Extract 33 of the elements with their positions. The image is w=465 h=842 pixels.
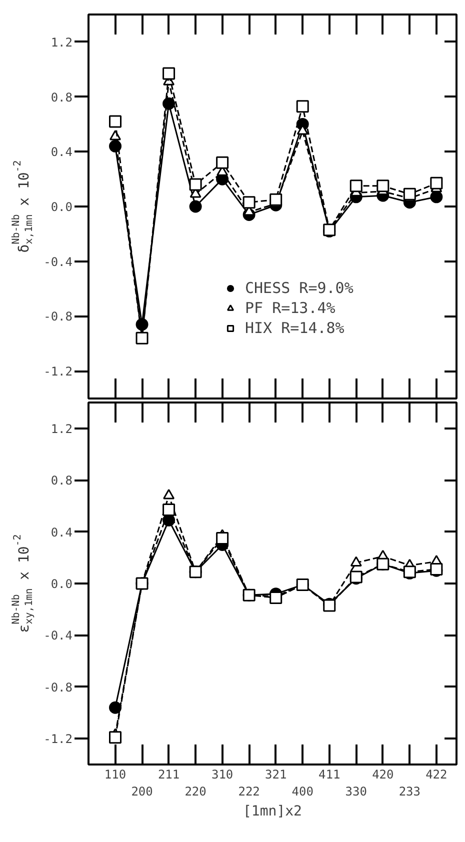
x-tick-label: 211 bbox=[158, 768, 180, 782]
y-tick-label: 0.8 bbox=[50, 474, 73, 488]
y-tick-label: -0.8 bbox=[44, 680, 73, 694]
y-tick-label: -0.4 bbox=[44, 628, 73, 643]
y-tick-label: 0.0 bbox=[50, 200, 73, 214]
y-tick-label: 0.0 bbox=[50, 577, 73, 591]
x-tick-label: 110 bbox=[104, 768, 126, 782]
x-tick-label: 222 bbox=[238, 784, 260, 798]
x-tick-label: 233 bbox=[398, 784, 421, 798]
y-tick-label: 1.2 bbox=[50, 35, 73, 50]
x-tick-label: 321 bbox=[265, 768, 287, 782]
y-tick-label: -1.2 bbox=[44, 732, 73, 746]
x-tick-label: 220 bbox=[184, 784, 206, 798]
y-tick-label: -0.8 bbox=[44, 310, 73, 324]
y-tick-label: 0.4 bbox=[50, 525, 73, 540]
y-axis-title: δNb-Nbx,1mn x 10-2 bbox=[11, 160, 35, 253]
legend-label: HIX R=14.8% bbox=[245, 319, 344, 337]
legend-label: PF R=13.4% bbox=[245, 299, 336, 317]
x-tick-label: 200 bbox=[131, 784, 153, 798]
y-tick-label: 0.4 bbox=[50, 145, 73, 160]
x-tick-label: 422 bbox=[426, 768, 448, 782]
x-axis-title: [1mn]x2 bbox=[243, 804, 302, 820]
x-tick-label: 411 bbox=[318, 768, 340, 782]
x-tick-label: 310 bbox=[211, 768, 234, 782]
y-tick-label: -1.2 bbox=[44, 364, 73, 379]
y-tick-label: -0.4 bbox=[44, 254, 73, 269]
y-axis-title: εNb-Nbxy,1mn x 10-2 bbox=[11, 534, 35, 633]
legend-label: CHESS R=9.0% bbox=[245, 279, 354, 297]
x-tick-label: 330 bbox=[345, 784, 367, 798]
x-tick-label: 420 bbox=[372, 768, 394, 782]
y-tick-label: 0.8 bbox=[50, 90, 73, 104]
x-tick-label: 400 bbox=[292, 784, 314, 798]
y-tick-label: 1.2 bbox=[50, 422, 73, 436]
